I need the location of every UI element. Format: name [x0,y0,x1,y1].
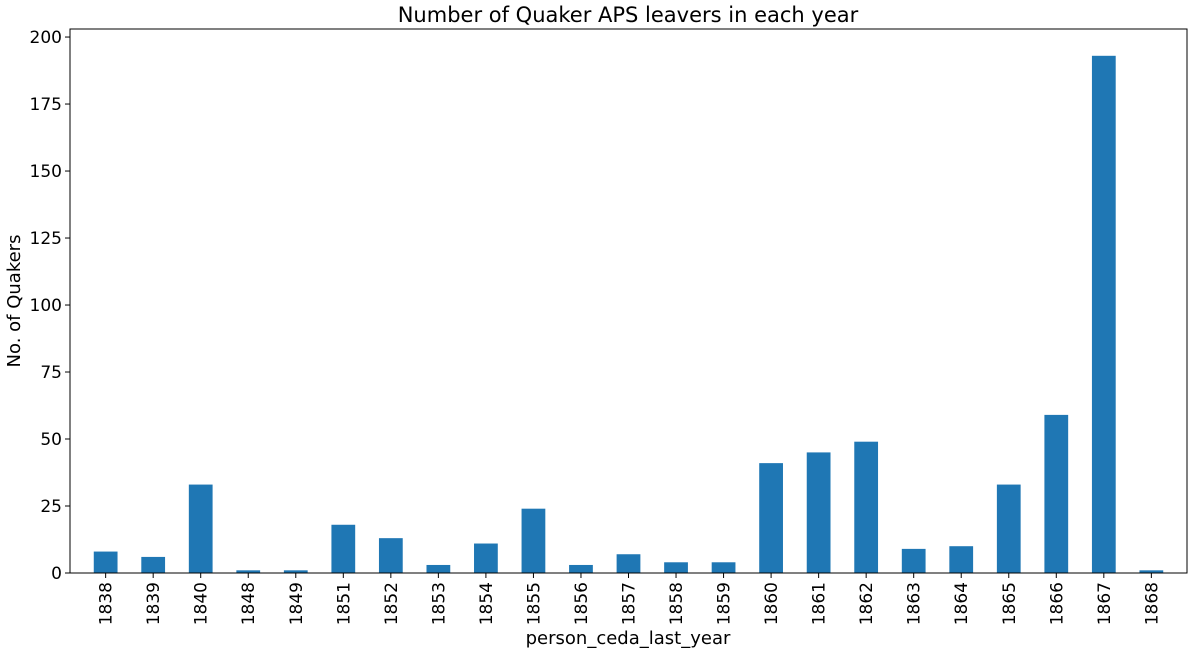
bar-1848 [236,570,261,573]
bar-1857 [616,554,641,573]
x-axis: 1838 1839 1840 1848 1849 1851 1852 1853 1854 1855… [97,573,1162,625]
x-tick-label-1868: 1868 [1142,582,1162,625]
y-tick-label-125: 125 [30,229,62,249]
y-tick-label-100: 100 [30,296,62,316]
x-tick-label-1848: 1848 [239,582,259,625]
y-tick-label-50: 50 [40,430,62,450]
bar-1856 [569,564,593,573]
x-tick-label-1852: 1852 [382,582,402,625]
x-tick-label-1853: 1853 [429,582,449,625]
y-tick-label-150: 150 [30,162,62,182]
x-tick-label-1838: 1838 [97,582,117,625]
bar-1860 [759,463,783,573]
x-tick-label-1858: 1858 [667,582,687,625]
y-axis-label: No. of Quakers [4,235,25,368]
x-axis-label: person_ceda_last_year [526,628,731,649]
x-tick-label-1860: 1860 [762,582,782,625]
bars-group [93,55,1164,573]
bar-1861 [806,452,831,573]
x-tick-label-1863: 1863 [905,582,925,625]
x-tick-label-1865: 1865 [1000,582,1020,625]
bar-1854 [474,543,498,573]
bar-1858 [664,562,688,573]
x-tick-label-1857: 1857 [620,582,640,625]
x-tick-label-1861: 1861 [810,582,830,625]
bar-1838 [93,551,118,573]
x-tick-label-1866: 1866 [1047,582,1067,625]
x-tick-label-1854: 1854 [477,582,497,625]
plot-frame [69,28,1188,574]
bar-1839 [141,556,166,573]
y-tick-label-25: 25 [40,497,62,517]
x-tick-label-1867: 1867 [1095,582,1115,625]
bar-1866 [1044,414,1069,573]
bar-1840 [188,484,213,573]
bar-1855 [521,508,546,573]
bar-1853 [426,564,451,573]
y-tick-label-75: 75 [40,363,62,383]
bar-1859 [711,562,736,573]
bar-1863 [901,548,926,573]
chart-title: Number of Quaker APS leavers in each yea… [398,3,859,27]
x-tick-label-1851: 1851 [334,582,354,625]
y-tick-label-200: 200 [30,28,62,48]
bar-1851 [331,524,356,573]
bar-1852 [378,538,403,573]
x-tick-label-1856: 1856 [572,582,592,625]
bar-1864 [949,546,974,573]
bar-1865 [996,484,1021,573]
y-tick-label-175: 175 [30,95,62,115]
bar-1862 [854,441,879,573]
bar-1849 [283,570,308,573]
bar-1868 [1139,570,1164,573]
x-tick-label-1859: 1859 [715,582,735,625]
y-tick-label-0: 0 [51,564,62,584]
x-tick-label-1849: 1849 [287,582,307,625]
x-tick-label-1840: 1840 [192,582,212,625]
x-tick-label-1839: 1839 [144,582,164,625]
y-axis: 0 25 50 75 100 125 150 175 200 [30,28,70,584]
bar-1867 [1091,55,1116,573]
x-tick-label-1855: 1855 [524,582,544,625]
x-tick-label-1864: 1864 [952,582,972,625]
x-tick-label-1862: 1862 [857,582,877,625]
